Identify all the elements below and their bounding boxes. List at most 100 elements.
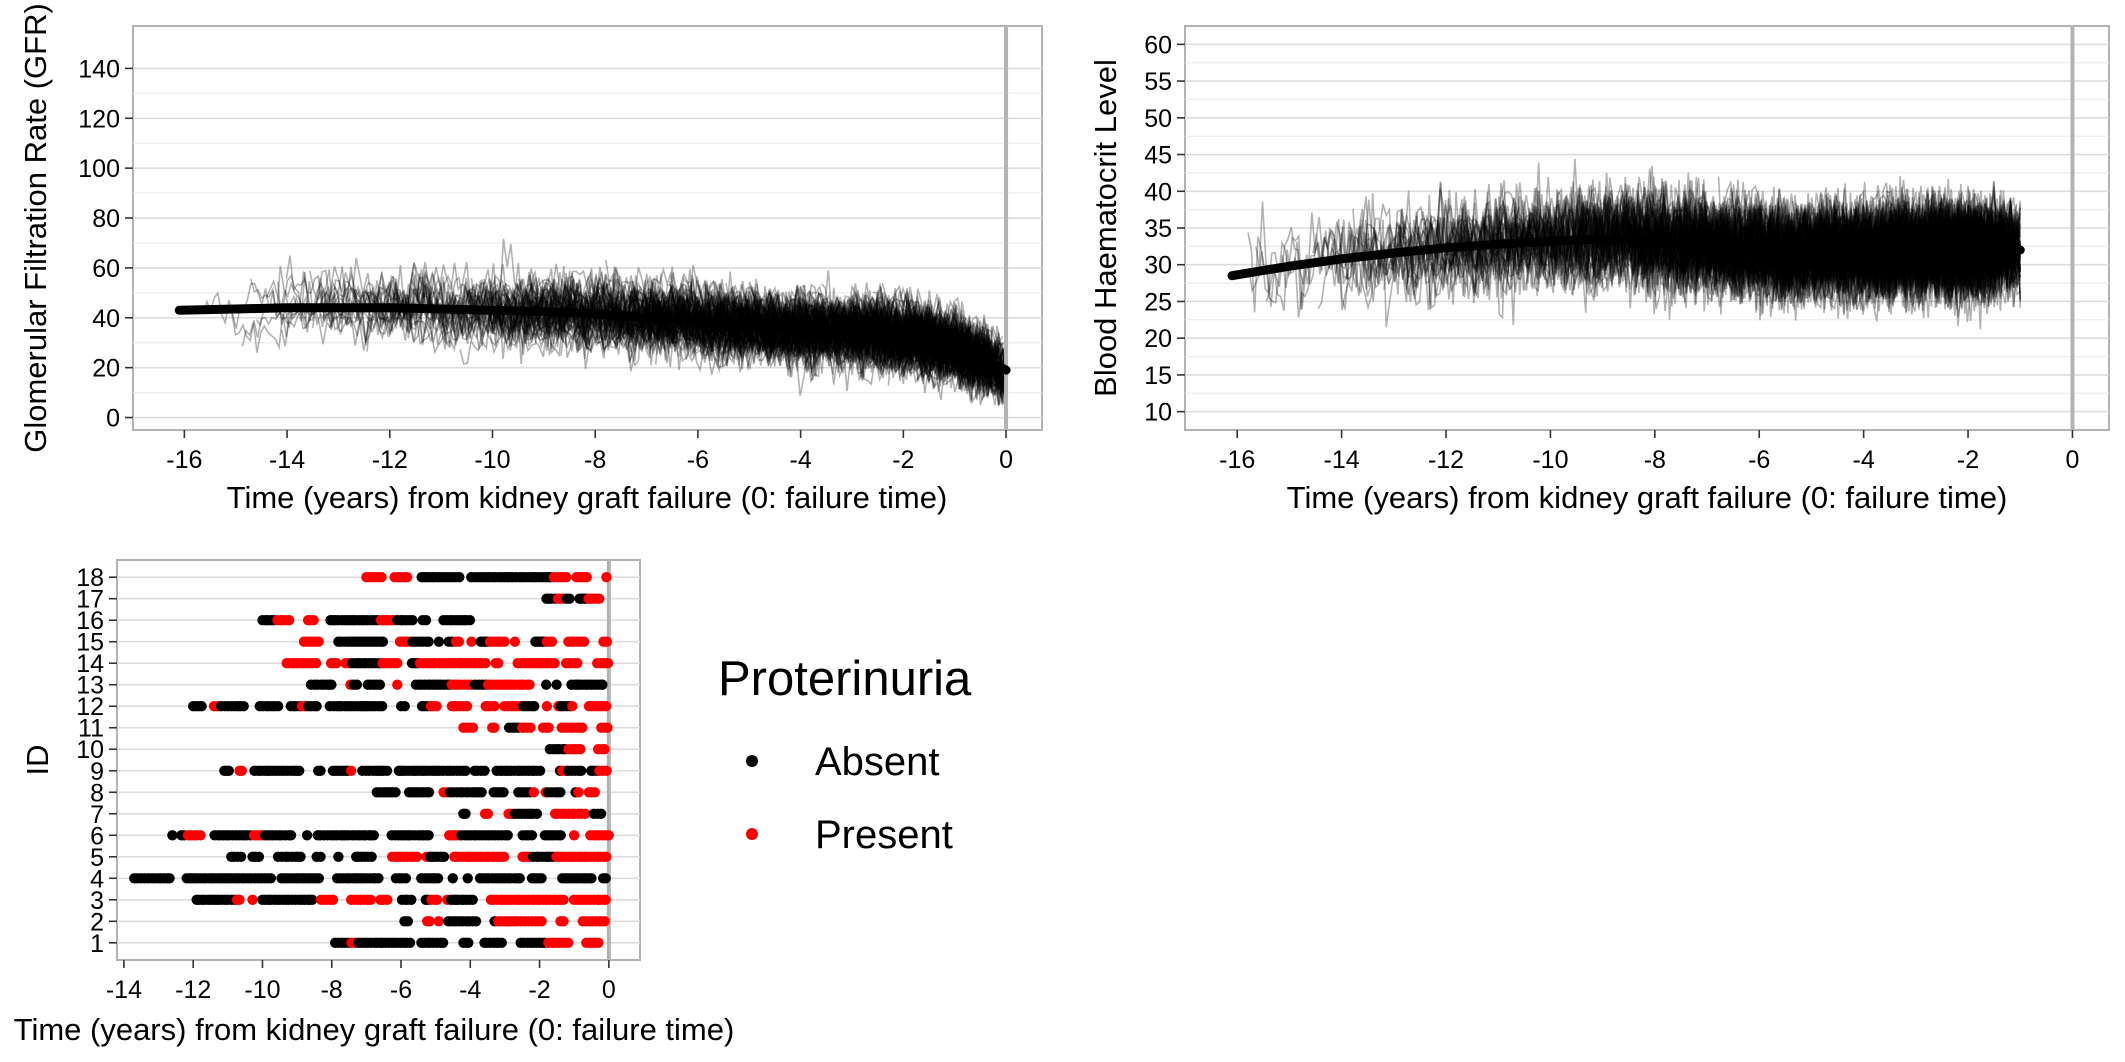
proteinuria-point-id-3 [600, 894, 611, 905]
proteinuria-point-id-8 [423, 787, 435, 798]
gfr-xtick-label: -8 [584, 446, 606, 474]
proteinuria-point-id-13 [551, 679, 562, 690]
haematocrit-trajectory [1773, 213, 2022, 309]
gfr-trajectory [309, 270, 998, 390]
proteinuria-point-id-13 [374, 679, 386, 690]
haematocrit-xtick-label: -4 [1853, 446, 1875, 474]
proteinuria-point-id-2 [599, 916, 610, 927]
haematocrit-trajectory [1814, 202, 2008, 295]
gfr-trajectory [901, 293, 1007, 381]
legend-present-marker [746, 828, 758, 840]
proteinuria-ytick-label: 16 [76, 607, 104, 635]
haematocrit-ytick-label: 30 [1144, 252, 1172, 280]
proteinuria-point-id-12 [376, 701, 388, 712]
proteinuria-point-id-5 [235, 851, 247, 862]
proteinuria-ytick-label: 18 [76, 564, 104, 592]
haematocrit-trajectory [1519, 192, 2021, 302]
haematocrit-trajectory [1787, 202, 1992, 306]
haematocrit-trajectory [1703, 184, 2000, 315]
proteinuria-point-id-3 [307, 894, 318, 905]
proteinuria-points [129, 572, 614, 948]
haematocrit-trajectory [1760, 192, 2022, 299]
haematocrit-gridlines [1185, 43, 2109, 413]
gfr-trajectory [647, 289, 1003, 399]
haematocrit-xtick-label: -2 [1957, 446, 1979, 474]
haematocrit-trajectory [1447, 185, 2022, 316]
proteinuria-point-id-8 [573, 787, 584, 798]
proteinuria-point-id-9 [534, 765, 546, 776]
haematocrit-trajectory [1937, 210, 2022, 296]
gfr-trajectory [354, 261, 1007, 385]
gfr-trajectory [562, 276, 1007, 382]
haematocrit-trajectory [1843, 182, 1994, 288]
gfr-trajectory [857, 303, 986, 395]
proteinuria-xtick-label: -14 [106, 976, 142, 1004]
proteinuria-point-id-13 [524, 679, 535, 690]
proteinuria-point-id-18 [376, 572, 387, 583]
gfr-trajectory [897, 323, 1007, 392]
haematocrit-trajectory [1383, 190, 1992, 308]
proteinuria-point-id-9 [315, 765, 326, 776]
proteinuria-xtick-label: 0 [602, 976, 616, 1004]
haematocrit-trajectory [1677, 189, 2022, 314]
proteinuria-point-id-18 [401, 572, 413, 583]
gfr-xtick-label: -10 [474, 446, 510, 474]
haematocrit-trajectory [1484, 191, 2019, 310]
proteinuria-point-id-15 [433, 636, 445, 647]
haematocrit-ytick-label: 45 [1144, 142, 1172, 170]
gfr-trajectory [654, 275, 991, 378]
haematocrit-trajectory [1627, 181, 2003, 302]
proteinuria-point-id-8 [528, 787, 539, 798]
haematocrit-trajectory [1870, 188, 2022, 305]
proteinuria-point-id-8 [390, 787, 401, 798]
gfr-trajectory [399, 274, 1001, 398]
proteinuria-point-id-7 [531, 808, 543, 819]
proteinuria-ytick-label: 6 [90, 822, 104, 850]
haematocrit-trajectory [1466, 187, 2001, 326]
proteinuria-point-id-15 [313, 636, 324, 647]
haematocrit-xtick-label: 0 [2066, 446, 2080, 474]
haematocrit-trajectory [1768, 187, 2012, 296]
proteinuria-point-id-2 [433, 916, 444, 927]
proteinuria-point-id-14 [602, 658, 614, 669]
proteinuria-point-id-3 [431, 894, 443, 905]
gfr-trajectory [807, 285, 1000, 375]
gfr-trajectory [626, 293, 1007, 388]
haematocrit-mean-line [1227, 234, 2025, 281]
proteinuria-point-id-11 [543, 722, 554, 733]
proteinuria-point-id-9 [381, 765, 393, 776]
gfr-trajectory [523, 282, 1007, 385]
haematocrit-trajectory [1788, 189, 2007, 319]
proteinuria-point-id-15 [466, 636, 477, 647]
haematocrit-y-ticks: 10 15 20 25 30 35 40 45 50 55 60 [1144, 31, 1185, 427]
haematocrit-xtick-label: -8 [1644, 446, 1666, 474]
gfr-trajectory [833, 282, 1007, 402]
legend-absent-label: Absent [815, 740, 940, 784]
haematocrit-trajectory [1820, 198, 1992, 291]
haematocrit-trajectory [1732, 194, 2017, 301]
proteinuria-point-id-4 [373, 873, 384, 884]
gfr-trajectory [871, 306, 980, 388]
haematocrit-trajectory [1785, 187, 2021, 304]
gfr-ytick-label: 140 [78, 55, 120, 83]
proteinuria-point-id-2 [424, 916, 435, 927]
gfr-trajectory [485, 276, 989, 378]
haematocrit-trajectory [1843, 200, 2003, 309]
haematocrit-trajectory [1573, 185, 2019, 320]
gfr-trajectory [867, 305, 983, 381]
proteinuria-point-id-12 [399, 701, 410, 712]
proteinuria-point-id-14 [480, 658, 491, 669]
haematocrit-trajectory [1317, 189, 2008, 309]
haematocrit-xtick-label: -10 [1532, 446, 1568, 474]
gfr-gridlines [133, 67, 1042, 419]
proteinuria-point-id-5 [411, 851, 423, 862]
gfr-trajectory [578, 285, 1007, 371]
gfr-trajectory [682, 292, 998, 387]
haematocrit-trajectory [1896, 198, 1994, 299]
gfr-trajectory [607, 290, 1007, 383]
proteinuria-point-id-13 [326, 679, 337, 690]
proteinuria-point-id-9 [575, 765, 587, 776]
proteinuria-point-id-7 [579, 808, 591, 819]
gfr-trajectory [863, 300, 979, 383]
